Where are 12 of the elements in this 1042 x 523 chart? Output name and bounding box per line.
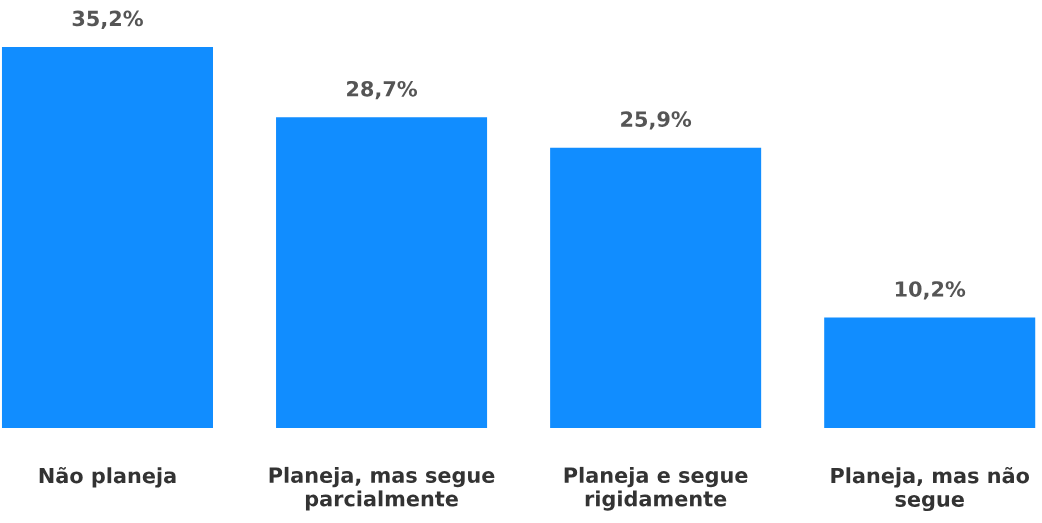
data-label: 28,7% <box>347 80 418 100</box>
bar <box>1 47 214 428</box>
x-tick-label: Planeja, mas não segue <box>831 466 1030 512</box>
x-tick-label: Planeja, mas segue parcialmente <box>269 466 495 511</box>
bar <box>824 317 1036 428</box>
bar <box>550 147 762 428</box>
x-tick-label: Planeja e segue rigidamente <box>564 466 748 511</box>
data-label: 25,9% <box>621 111 692 130</box>
x-tick-label: Não planeja <box>39 466 176 488</box>
bar <box>276 117 488 428</box>
data-label: 10,2% <box>895 281 966 300</box>
data-label: 35,2% <box>72 10 143 29</box>
